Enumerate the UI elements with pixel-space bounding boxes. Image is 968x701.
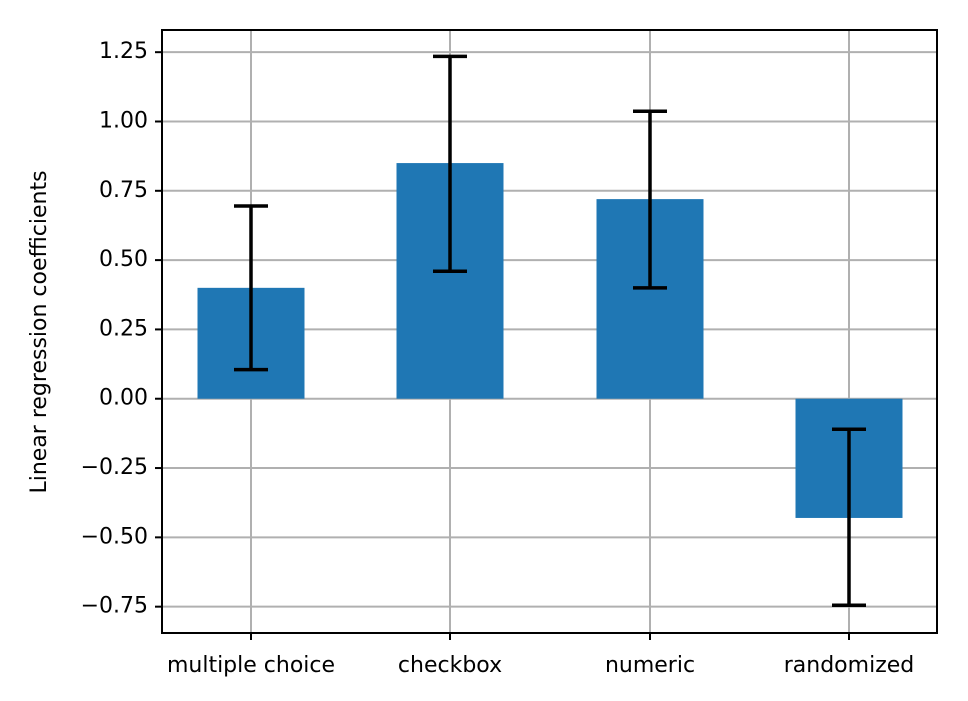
x-tick-label: randomized bbox=[784, 653, 915, 678]
x-tick-label: multiple choice bbox=[167, 653, 335, 678]
bars bbox=[197, 163, 903, 518]
x-axis: multiple choice checkbox numeric randomized bbox=[167, 633, 914, 678]
y-tick-label: 0.75 bbox=[99, 178, 148, 203]
y-tick-label: 1.00 bbox=[99, 108, 148, 133]
x-tick-label: numeric bbox=[605, 653, 695, 678]
y-axis-label: Linear regression coefficients bbox=[27, 170, 52, 493]
y-tick-label: 0.25 bbox=[99, 316, 148, 341]
y-tick-label: −0.25 bbox=[81, 455, 148, 480]
x-tick-label: checkbox bbox=[398, 653, 502, 678]
y-tick-label: −0.50 bbox=[81, 524, 148, 549]
error-bars bbox=[234, 54, 866, 608]
y-axis: −0.75 −0.50 −0.25 0.00 0.25 0.50 0.75 1.00 1.25 bbox=[81, 39, 162, 619]
y-tick-label: −0.75 bbox=[81, 594, 148, 619]
y-tick-label: 1.25 bbox=[99, 39, 148, 64]
y-tick-label: 0.00 bbox=[99, 386, 148, 411]
y-tick-label: 0.50 bbox=[99, 247, 148, 272]
plot-frame bbox=[161, 29, 938, 634]
